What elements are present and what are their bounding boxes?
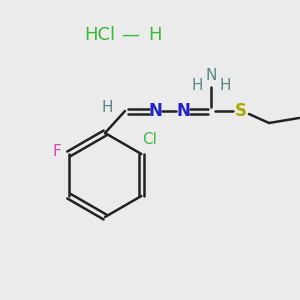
Text: N: N xyxy=(205,68,217,82)
Text: H: H xyxy=(191,77,203,92)
Text: H: H xyxy=(219,77,231,92)
Text: —: — xyxy=(121,26,139,44)
Text: F: F xyxy=(52,145,61,160)
Text: Cl: Cl xyxy=(142,133,157,148)
Text: H: H xyxy=(148,26,162,44)
Text: S: S xyxy=(235,102,247,120)
Text: N: N xyxy=(176,102,190,120)
Text: N: N xyxy=(148,102,162,120)
Text: H: H xyxy=(101,100,113,116)
Text: HCl: HCl xyxy=(84,26,116,44)
